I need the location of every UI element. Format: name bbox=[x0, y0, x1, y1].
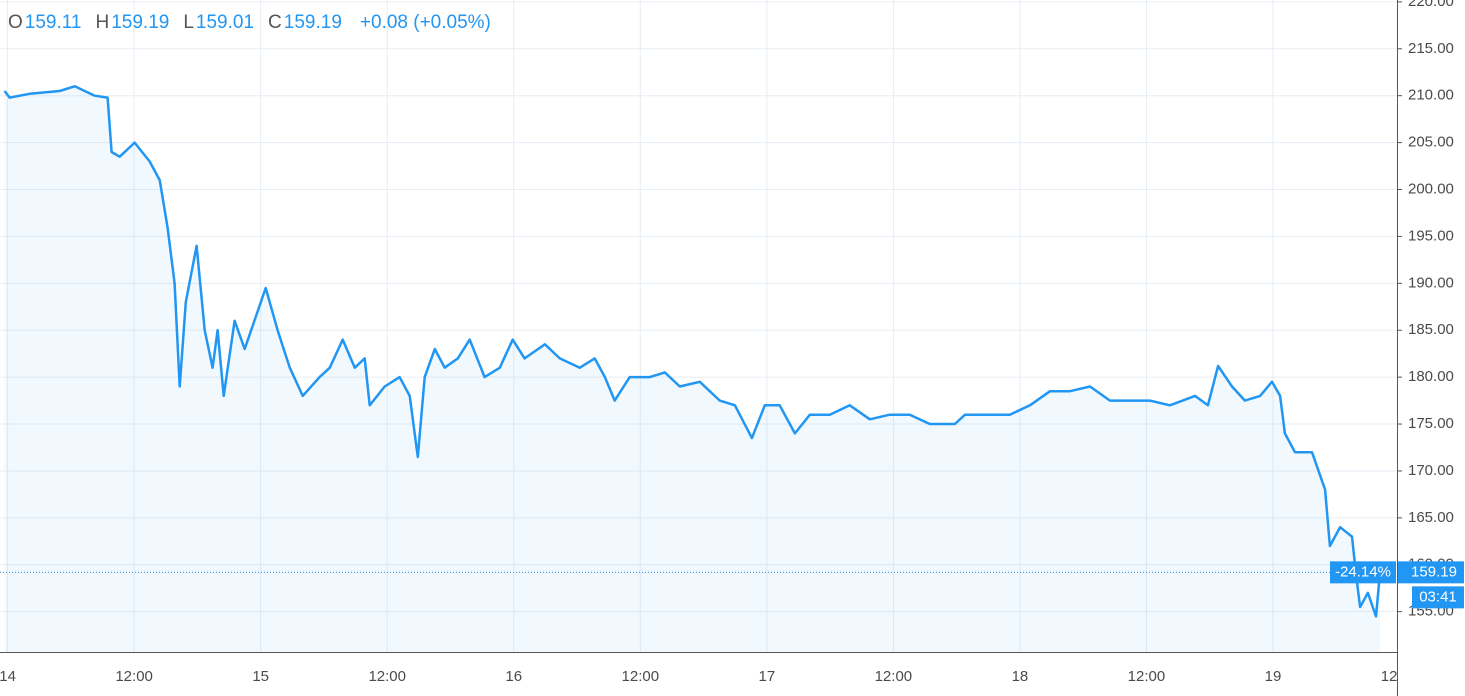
price-area bbox=[4, 86, 1381, 653]
change-tag bbox=[1330, 561, 1396, 584]
price-tag-label: 159.19 bbox=[1411, 563, 1457, 580]
ohlc-value: 159.11 bbox=[24, 12, 82, 33]
y-tick-label: 170.00 bbox=[1408, 462, 1454, 479]
y-tick-label: 195.00 bbox=[1408, 227, 1454, 244]
x-tick-label: 15 bbox=[252, 668, 269, 685]
ohlc-key: C bbox=[268, 12, 282, 33]
y-tick-label: 175.00 bbox=[1408, 415, 1454, 432]
ohlc-value: 159.19 bbox=[283, 12, 342, 33]
ohlc-value: 159.01 bbox=[195, 12, 255, 33]
ohlc-key: L bbox=[183, 12, 194, 33]
y-tick-label: 165.00 bbox=[1408, 509, 1454, 526]
y-tick-label: 200.00 bbox=[1408, 180, 1454, 197]
x-tick-label: 12:00 bbox=[1128, 668, 1166, 685]
x-tick-label: 12:00 bbox=[115, 668, 153, 685]
y-tick-label: 205.00 bbox=[1408, 134, 1454, 151]
x-tick-label: 12:00 bbox=[875, 668, 913, 685]
price-line bbox=[3, 85, 1382, 618]
y-tick-label: 185.00 bbox=[1408, 321, 1454, 338]
x-tick-label: 19 bbox=[1265, 668, 1282, 685]
ohlc-key: O bbox=[8, 12, 23, 33]
countdown-label: 03:41 bbox=[1419, 588, 1457, 605]
x-tick-label: 16 bbox=[505, 668, 522, 685]
y-tick-label: 180.00 bbox=[1408, 368, 1454, 385]
y-tick-label: 190.00 bbox=[1408, 274, 1454, 291]
y-tick-label: 220.00 bbox=[1408, 0, 1454, 10]
x-tick-label: 17 bbox=[758, 668, 775, 685]
x-tick-label: 18 bbox=[1012, 668, 1029, 685]
x-tick-label: 14 bbox=[0, 668, 16, 685]
price-tag bbox=[1398, 561, 1464, 584]
change-value: +0.08 (+0.05%) bbox=[359, 12, 491, 33]
change-tag-label: -24.14% bbox=[1335, 563, 1391, 580]
y-tick-label: 215.00 bbox=[1408, 40, 1454, 57]
x-tick-label: 12:00 bbox=[622, 668, 660, 685]
x-tick-label: 12:00 bbox=[368, 668, 406, 685]
y-tick-label: 210.00 bbox=[1408, 87, 1454, 104]
countdown-tag bbox=[1412, 586, 1464, 609]
ohlc-key: H bbox=[95, 12, 110, 33]
ohlc-legend: O 159.11 H 159.19 L 159.01 C 159.19 +0.08 (+0.05… bbox=[8, 12, 491, 34]
ohlc-value: 159.19 bbox=[111, 12, 170, 33]
